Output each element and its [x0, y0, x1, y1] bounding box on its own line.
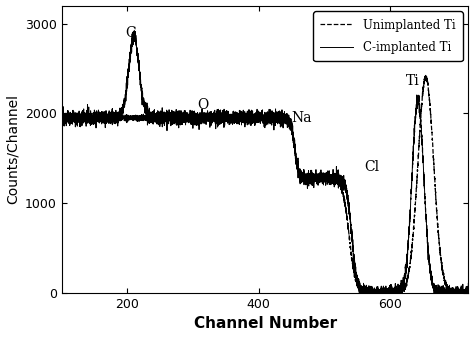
Text: O: O	[197, 97, 209, 112]
Line: C-implanted Ti: C-implanted Ti	[62, 31, 468, 293]
C-implanted Ti	[77, 116, 82, 120]
Unimplanted Ti	[423, 73, 428, 78]
C-implanted Ti	[82, 118, 88, 122]
Text: Na: Na	[291, 111, 311, 125]
Line: Unimplanted Ti: Unimplanted Ti	[62, 75, 468, 293]
C-implanted Ti	[357, 291, 363, 295]
Unimplanted Ti	[358, 290, 364, 294]
Unimplanted Ti	[360, 291, 366, 295]
C-implanted Ti	[358, 291, 364, 295]
Unimplanted Ti	[82, 118, 88, 122]
Legend: Unimplanted Ti, C-implanted Ti: Unimplanted Ti, C-implanted Ti	[313, 11, 463, 61]
Text: C: C	[126, 26, 136, 40]
Unimplanted Ti	[68, 116, 73, 120]
Unimplanted Ti	[77, 114, 82, 118]
C-implanted Ti	[155, 117, 161, 121]
Unimplanted Ti	[465, 291, 471, 295]
C-implanted Ti	[68, 114, 73, 118]
X-axis label: Channel Number: Channel Number	[193, 316, 337, 332]
Text: Cl: Cl	[364, 159, 379, 174]
Unimplanted Ti	[59, 118, 64, 122]
C-implanted Ti	[132, 29, 137, 33]
Text: Ti: Ti	[406, 74, 419, 88]
C-implanted Ti	[465, 289, 471, 293]
Unimplanted Ti	[190, 116, 195, 120]
C-implanted Ti	[59, 117, 64, 121]
C-implanted Ti	[190, 111, 195, 115]
Unimplanted Ti	[155, 115, 161, 119]
Y-axis label: Counts/Channel: Counts/Channel	[6, 94, 19, 204]
